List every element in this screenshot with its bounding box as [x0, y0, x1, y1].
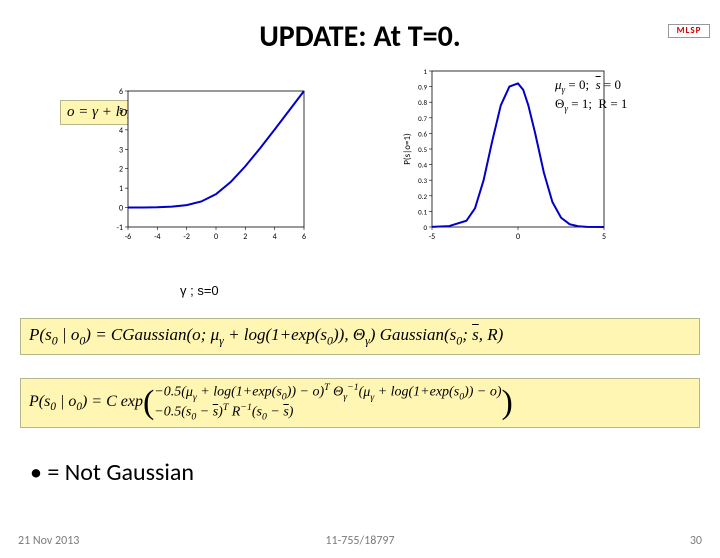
svg-text:-4: -4	[154, 232, 161, 242]
left-chart: -6 -4 -2 0 2 4 6 -1 0 1 2 3 4 5 6	[100, 85, 310, 245]
footer-course: 11-755/18797	[325, 534, 394, 548]
svg-text:6: 6	[302, 232, 306, 242]
svg-text:0.4: 0.4	[418, 161, 427, 170]
svg-text:0.6: 0.6	[418, 129, 427, 138]
footer-date: 21 Nov 2013	[18, 534, 79, 548]
annot-line2: Θγ = 1; R = 1	[555, 96, 720, 115]
svg-text:0: 0	[423, 223, 427, 232]
equation-2: P(s0 | o0) = C exp ( −0.5(μγ + log(1+exp…	[20, 378, 700, 428]
svg-text:0: 0	[119, 204, 123, 214]
svg-text:4: 4	[273, 232, 277, 242]
svg-text:P(s|o=1): P(s|o=1)	[402, 133, 413, 165]
svg-text:-2: -2	[183, 232, 190, 242]
svg-text:0.9: 0.9	[418, 83, 427, 92]
svg-text:0.7: 0.7	[418, 114, 427, 123]
eq2-line2: −0.5(s0 − s)T R−1(s0 − s)	[154, 403, 501, 423]
svg-text:0.1: 0.1	[418, 207, 427, 216]
bullet-not-gaussian: • = Not Gaussian	[30, 458, 194, 487]
svg-text:0.8: 0.8	[418, 98, 427, 107]
slide-title: UPDATE: At T=0.	[0, 18, 720, 55]
svg-text:0: 0	[214, 232, 218, 242]
svg-text:-6: -6	[125, 232, 132, 242]
equation-1: P(s0 | o0) = CGaussian(o; μγ + log(1+exp…	[20, 318, 700, 355]
svg-text:0.2: 0.2	[418, 192, 427, 201]
svg-text:5: 5	[119, 106, 123, 116]
svg-text:0: 0	[516, 232, 520, 242]
svg-text:5: 5	[602, 232, 606, 242]
footer-page: 30	[690, 534, 702, 548]
eq2-lhs: P(s0 | o0) = C exp	[29, 393, 143, 413]
charts-row: o = γ + log(1 + exp(s)) -6-4-20246-10123…	[0, 65, 720, 265]
left-chart-caption: γ ; s=0	[180, 283, 219, 298]
svg-text:0.3: 0.3	[418, 176, 427, 185]
svg-text:4: 4	[119, 126, 123, 136]
svg-text:-1: -1	[116, 223, 123, 233]
svg-text:2: 2	[119, 165, 123, 175]
logo-badge: MLSP	[668, 24, 710, 38]
svg-text:0.5: 0.5	[418, 145, 427, 154]
eq2-line1: −0.5(μγ + log(1+exp(s0)) − o)T Θγ−1(μγ +…	[154, 383, 501, 403]
annot-line1: μγ = 0; s = 0	[555, 77, 720, 96]
svg-text:3: 3	[119, 145, 123, 155]
svg-text:6: 6	[119, 87, 123, 97]
svg-text:1: 1	[119, 184, 123, 194]
svg-text:-5: -5	[429, 232, 436, 242]
svg-text:2: 2	[243, 232, 247, 242]
right-chart-annotation: μγ = 0; s = 0 Θγ = 1; R = 1	[555, 77, 720, 116]
svg-text:1: 1	[423, 67, 427, 76]
